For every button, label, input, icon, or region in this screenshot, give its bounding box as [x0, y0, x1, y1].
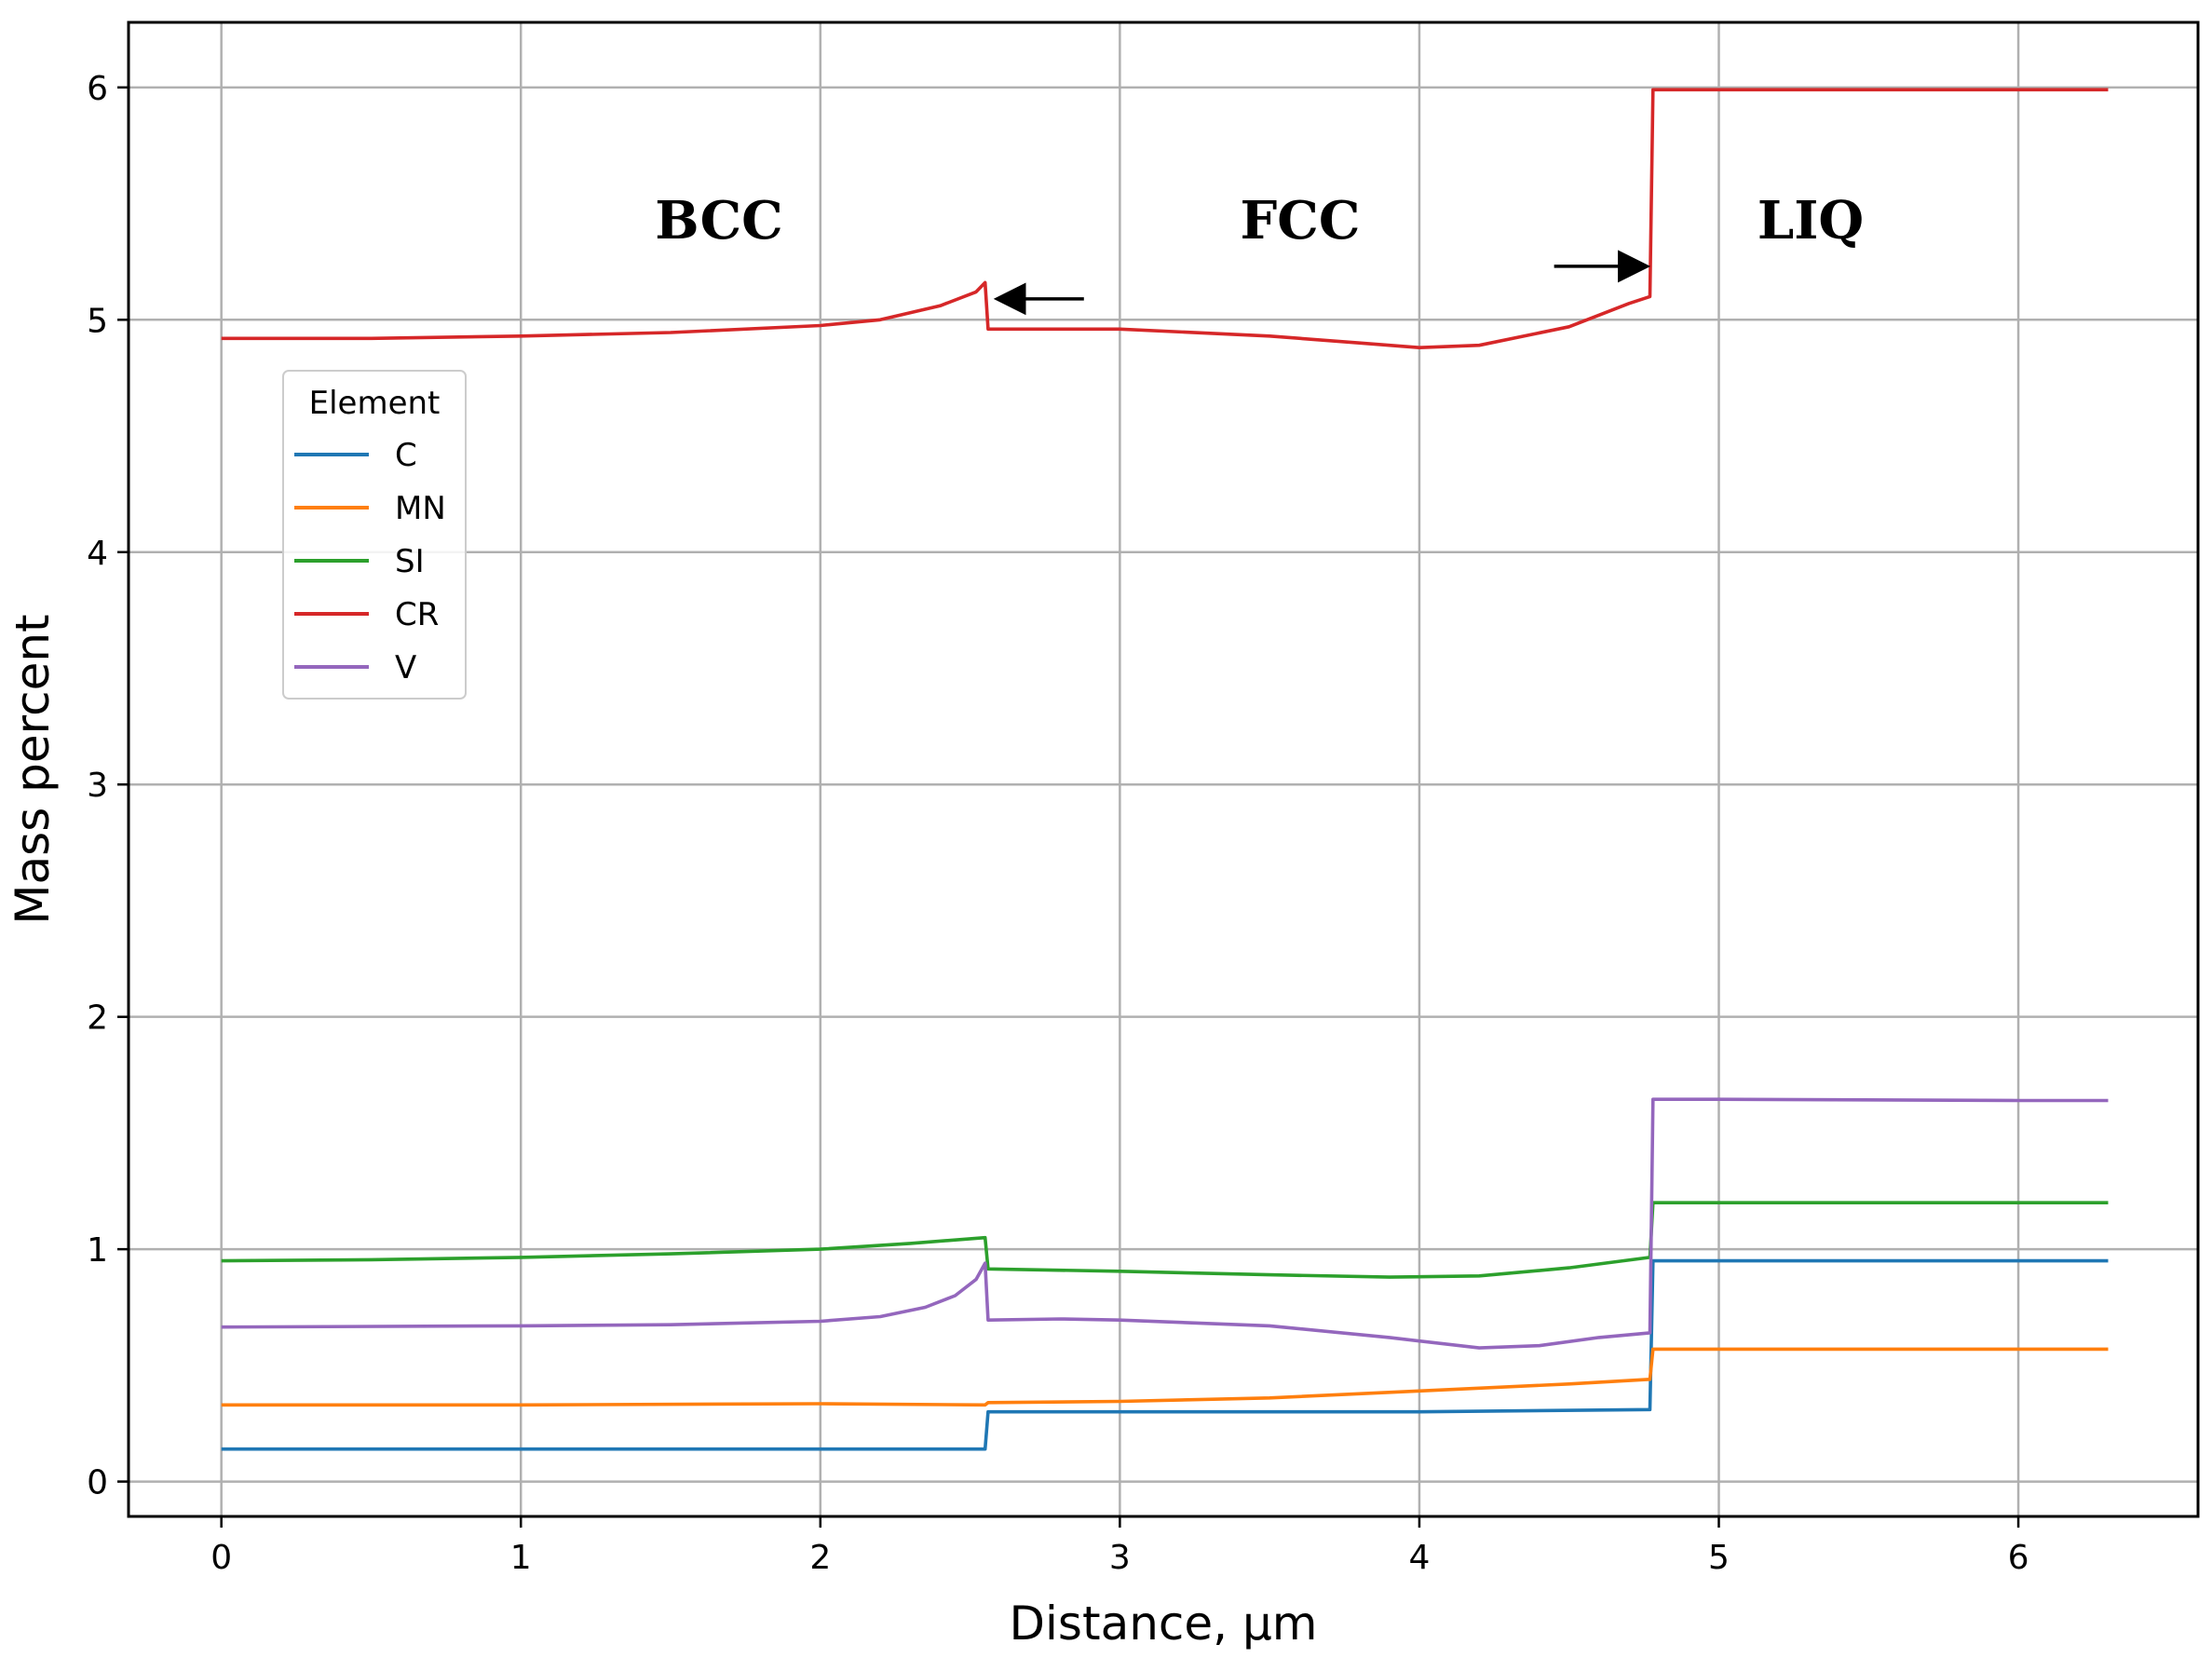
- plot-background: [129, 22, 2198, 1516]
- arrows-layer: [993, 250, 1651, 316]
- legend-label-mn: MN: [395, 490, 446, 527]
- region-label-fcc: FCC: [1241, 190, 1361, 251]
- series-line-v: [221, 1097, 2109, 1350]
- y-tick-label: 1: [87, 1231, 108, 1270]
- x-tick-label: 5: [1708, 1539, 1730, 1577]
- legend: Element C MN SI CR V: [282, 370, 467, 700]
- legend-label-si: SI: [395, 543, 425, 580]
- series-line-mn: [221, 1347, 2109, 1407]
- x-tick-label: 4: [1408, 1539, 1430, 1577]
- legend-entries: C MN SI CR V: [294, 437, 446, 686]
- legend-label-c: C: [395, 437, 417, 474]
- y-tick-label: 4: [87, 535, 108, 573]
- grid: [129, 22, 2198, 1516]
- series-line-si: [221, 1201, 2109, 1279]
- x-axis-ticks: 0 1 2 3 4 5 6: [210, 1516, 2029, 1577]
- legend-title: Element: [309, 385, 441, 422]
- region-label-liq: LIQ: [1757, 190, 1864, 251]
- x-tick-label: 0: [210, 1539, 232, 1577]
- region-label-bcc: BCC: [655, 190, 783, 251]
- series-layer: [221, 88, 2109, 1451]
- y-tick-label: 6: [87, 70, 108, 108]
- legend-label-cr: CR: [395, 596, 439, 633]
- y-tick-label: 5: [87, 302, 108, 340]
- x-tick-label: 3: [1109, 1539, 1131, 1577]
- series-line-cr: [221, 88, 2109, 349]
- y-tick-label: 3: [87, 767, 108, 805]
- legend-label-v: V: [395, 649, 416, 686]
- x-tick-label: 6: [2008, 1539, 2029, 1577]
- series-line-c: [221, 1258, 2109, 1451]
- plot-frame: [127, 20, 2200, 1518]
- x-tick-label: 2: [809, 1539, 831, 1577]
- y-axis-ticks: 0 1 2 3 4 5 6: [87, 70, 129, 1502]
- phase-region-labels: BCC FCC LIQ: [655, 190, 1864, 251]
- y-axis-label: Mass percent: [6, 614, 60, 924]
- x-tick-label: 1: [510, 1539, 532, 1577]
- x-axis-label: Distance, µm: [1010, 1597, 1318, 1651]
- y-tick-label: 0: [87, 1464, 108, 1502]
- y-tick-label: 2: [87, 999, 108, 1038]
